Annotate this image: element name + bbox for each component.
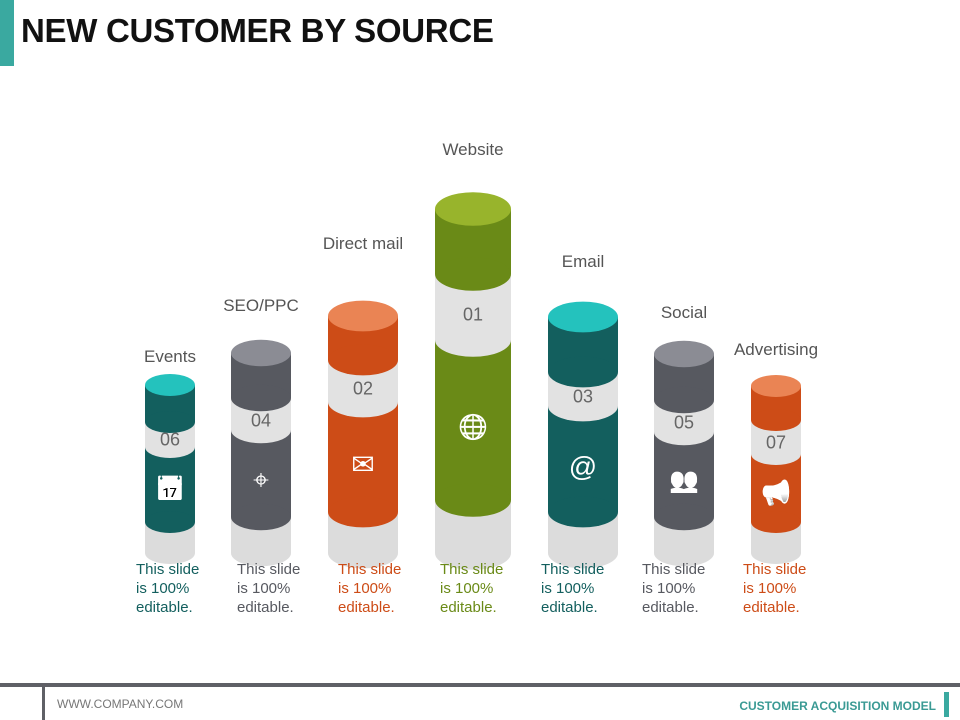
cylinder-number-band-bottom bbox=[654, 418, 714, 446]
source-description: This slide is 100% editable. bbox=[237, 560, 327, 617]
cylinder-number-band-bottom bbox=[548, 390, 618, 422]
description-line: This slide bbox=[338, 561, 402, 578]
source-number: 04 bbox=[250, 410, 272, 431]
cylinder-upper-segment-bottom bbox=[548, 356, 618, 388]
source-description: This slide is 100% editable. bbox=[642, 560, 732, 617]
source-number: 05 bbox=[673, 412, 695, 433]
description-line: This slide bbox=[237, 561, 301, 578]
description-line: is 100% bbox=[338, 580, 392, 597]
cylinder-lower-segment-bottom bbox=[548, 496, 618, 528]
envelope-icon: ✉ bbox=[351, 448, 375, 480]
cylinder-upper-segment-bottom bbox=[145, 411, 195, 433]
cylinder-lower-segment bbox=[145, 447, 195, 522]
cylinder-lower-segment bbox=[231, 430, 291, 517]
globe-icon: 🌐 bbox=[458, 414, 488, 442]
people-icon: 👥 bbox=[669, 467, 699, 495]
source-label: Website bbox=[442, 140, 504, 159]
description-line: editable. bbox=[338, 599, 395, 616]
cylinder-top bbox=[328, 300, 398, 332]
source-description: This slide is 100% editable. bbox=[541, 560, 631, 617]
description-line: This slide bbox=[136, 561, 200, 578]
cylinder-base-bottom bbox=[435, 536, 511, 570]
cylinder-number-band-bottom bbox=[231, 416, 291, 444]
cylinder-upper-segment-bottom bbox=[654, 386, 714, 414]
description-line: This slide bbox=[743, 561, 807, 578]
cylinder-base-bottom bbox=[145, 542, 195, 564]
description-line: editable. bbox=[642, 599, 699, 616]
description-line: editable. bbox=[541, 599, 598, 616]
description-line: editable. bbox=[440, 599, 497, 616]
cylinder-lower-segment-bottom bbox=[145, 511, 195, 533]
cylinder-upper-segment-bottom bbox=[231, 384, 291, 412]
source-number: 02 bbox=[352, 378, 374, 399]
source-description: This slide is 100% editable. bbox=[440, 560, 530, 617]
page-title: NEW CUSTOMER BY SOURCE bbox=[21, 12, 494, 49]
source-label: Direct mail bbox=[322, 234, 404, 253]
cylinder-top bbox=[231, 339, 291, 367]
cylinder-lower-segment bbox=[548, 406, 618, 512]
cylinder-lower-segment bbox=[435, 340, 511, 500]
cylinder-lower-segment-bottom bbox=[231, 503, 291, 531]
title-accent-bar bbox=[0, 0, 14, 66]
cylinder-base-bottom bbox=[548, 537, 618, 569]
description-line: is 100% bbox=[237, 580, 291, 597]
cylinder-base-bottom bbox=[328, 537, 398, 569]
cylinder-lower-segment-bottom bbox=[751, 511, 801, 533]
cylinder-top bbox=[751, 375, 801, 397]
cylinder-upper-segment-bottom bbox=[751, 409, 801, 431]
cylinder-upper-segment-bottom bbox=[328, 344, 398, 376]
footer-title: CUSTOMER ACQUISITION MODEL bbox=[739, 699, 936, 713]
source-description: This slide is 100% editable. bbox=[136, 560, 226, 617]
cylinder-top bbox=[145, 374, 195, 396]
cylinder-lower-segment-bottom bbox=[328, 496, 398, 528]
source-number: 07 bbox=[765, 432, 787, 452]
cylinder-top bbox=[654, 340, 714, 368]
cylinder-top bbox=[548, 301, 618, 333]
source-label: SEO/PPC bbox=[223, 296, 299, 315]
cylinder-number-band-bottom bbox=[435, 323, 511, 357]
source-number: 01 bbox=[462, 304, 484, 325]
source-label: Social bbox=[660, 303, 708, 322]
footer-divider bbox=[0, 683, 960, 687]
megaphone-icon: 📢 bbox=[761, 479, 791, 507]
description-line: editable. bbox=[237, 599, 294, 616]
cylinder-base-bottom bbox=[751, 542, 801, 564]
cylinder-base-bottom bbox=[231, 539, 291, 567]
cylinder-upper-segment-bottom bbox=[435, 257, 511, 291]
description-line: This slide bbox=[440, 561, 504, 578]
cylinder-number-band-bottom bbox=[145, 436, 195, 458]
description-line: This slide bbox=[541, 561, 605, 578]
cylinder-lower-segment bbox=[328, 402, 398, 512]
source-number: 06 bbox=[159, 429, 181, 450]
cylinder-number-band-bottom bbox=[751, 443, 801, 465]
description-line: is 100% bbox=[743, 580, 797, 597]
description-line: This slide bbox=[642, 561, 706, 578]
cylinder-lower-segment bbox=[751, 454, 801, 522]
cylinder-lower-segment-bottom bbox=[435, 483, 511, 517]
source-label: Events bbox=[144, 347, 196, 366]
cylinder-base-bottom bbox=[654, 539, 714, 567]
source-description: This slide is 100% editable. bbox=[338, 560, 428, 617]
cylinder-top bbox=[435, 192, 511, 226]
footer-accent-bar bbox=[944, 692, 949, 717]
at-sign-icon: @ bbox=[568, 450, 598, 482]
source-number: 03 bbox=[572, 386, 594, 407]
footer-website: WWW.COMPANY.COM bbox=[57, 697, 184, 711]
description-line: editable. bbox=[743, 599, 800, 616]
description-line: is 100% bbox=[136, 580, 190, 597]
footer-tick bbox=[42, 683, 45, 720]
description-line: editable. bbox=[136, 599, 193, 616]
source-description: This slide is 100% editable. bbox=[743, 560, 833, 617]
cylinder-number-band-bottom bbox=[328, 386, 398, 418]
source-label: Advertising bbox=[733, 340, 819, 359]
description-line: is 100% bbox=[440, 580, 494, 597]
target-icon: ⌖ bbox=[253, 464, 269, 496]
source-label: Email bbox=[561, 252, 605, 271]
cylinder-lower-segment-bottom bbox=[654, 503, 714, 531]
description-line: is 100% bbox=[541, 580, 595, 597]
description-line: is 100% bbox=[642, 580, 696, 597]
calendar-icon: 📅 bbox=[155, 476, 185, 503]
cylinder-lower-segment bbox=[654, 432, 714, 517]
